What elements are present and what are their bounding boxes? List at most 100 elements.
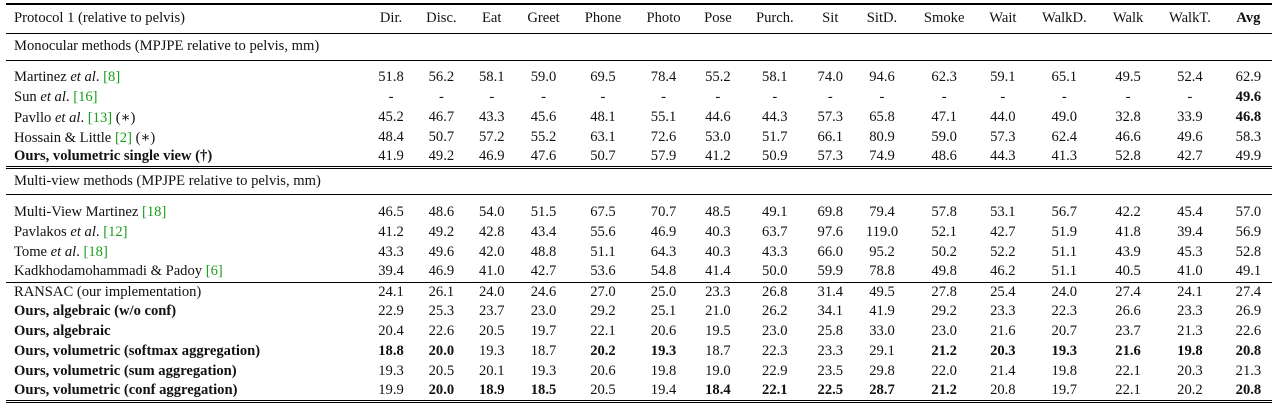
value-cell: 62.3 xyxy=(931,69,957,86)
value-cell: 95.2 xyxy=(869,243,895,260)
value-cell: 22.5 xyxy=(806,381,854,403)
value-cell: 42.7 xyxy=(530,263,557,280)
value-cell: 51.1 xyxy=(590,243,616,260)
method-name-part: (∗) xyxy=(131,129,156,146)
value-cell: 59.1 xyxy=(990,69,1016,86)
method-name-part: et al xyxy=(40,89,66,106)
value-cell: 55.2 xyxy=(705,69,731,86)
value-cell: 67.5 xyxy=(590,203,616,220)
value-cell: 39.4 xyxy=(1177,223,1203,240)
value-cell: 52.1 xyxy=(931,223,957,240)
value-cell: 24.0 xyxy=(468,281,516,302)
header-row: Protocol 1 (relative to pelvis) Dir. Disc.… xyxy=(6,3,1272,33)
value-cell: 53.1 xyxy=(990,203,1016,220)
value-cell: 69.5 xyxy=(590,69,616,86)
value-cell: 40.3 xyxy=(705,223,731,240)
value-cell: 25.4 xyxy=(978,281,1028,302)
value-cell: 23.7 xyxy=(1115,323,1141,340)
value-cell: 45.3 xyxy=(1177,243,1203,260)
value-cell: 41.2 xyxy=(705,148,731,165)
method-name-part: Martinez xyxy=(14,69,71,86)
value-cell: 42.7 xyxy=(990,223,1016,240)
value-cell: 47.6 xyxy=(530,148,557,165)
section-title: Multi-view methods (MPJPE relative to pe… xyxy=(6,165,1272,195)
value-cell: 19.9 xyxy=(367,381,415,403)
value-cell: 26.1 xyxy=(414,281,469,302)
value-cell: 46.5 xyxy=(378,203,404,220)
value-cell: 41.4 xyxy=(705,263,731,280)
value-cell: 22.1 xyxy=(1101,381,1155,403)
value-cell: - xyxy=(489,89,495,106)
value-cell: 47.1 xyxy=(931,109,957,126)
value-cell: 20.6 xyxy=(590,363,616,380)
value-cell: 57.8 xyxy=(931,203,957,220)
header-col-avg: Avg xyxy=(1224,3,1272,33)
value-cell: 50.7 xyxy=(590,148,616,165)
value-cell: 58.3 xyxy=(1235,129,1262,146)
value-cell: 94.6 xyxy=(869,69,895,86)
table-row: Ours, volumetric (softmax aggregation) 18… xyxy=(6,342,1272,362)
value-cell: 74.9 xyxy=(869,148,895,165)
value-cell: 18.7 xyxy=(705,343,731,360)
value-cell: 52.2 xyxy=(990,243,1016,260)
value-cell: 48.4 xyxy=(378,129,404,146)
value-cell: 20.3 xyxy=(990,343,1016,360)
value-cell: 57.3 xyxy=(817,148,844,165)
value-cell: 51.7 xyxy=(762,129,788,146)
value-cell: 48.6 xyxy=(428,203,455,220)
table-row: RANSAC (our implementation) 24.1 26.1 24.0 2… xyxy=(6,281,1272,302)
value-cell: 25.8 xyxy=(817,323,844,340)
results-table-body: Protocol 1 (relative to pelvis) Dir. Disc.… xyxy=(6,3,1272,403)
method-name-part: et al xyxy=(70,223,96,240)
value-cell: 20.8 xyxy=(978,381,1028,403)
value-cell: 65.1 xyxy=(1051,69,1078,86)
method-name-part: et al xyxy=(50,243,77,260)
value-cell: 50.7 xyxy=(428,129,455,146)
value-cell: 18.7 xyxy=(530,343,557,360)
value-cell: 51.8 xyxy=(378,69,404,86)
header-col-purch: Purch. xyxy=(742,3,807,33)
value-cell: 46.9 xyxy=(650,223,677,240)
citation: [12] xyxy=(103,223,128,240)
value-cell: 80.9 xyxy=(869,129,895,146)
value-cell: 58.1 xyxy=(478,69,505,86)
value-cell: 52.4 xyxy=(1177,69,1203,86)
header-col-greet: Greet xyxy=(515,3,572,33)
value-cell: 97.6 xyxy=(817,223,844,240)
value-cell: 18.9 xyxy=(468,381,516,403)
value-cell: 19.7 xyxy=(530,323,557,340)
value-cell: 24.1 xyxy=(367,281,415,302)
header-col-disc: Disc. xyxy=(414,3,469,33)
value-cell: 55.2 xyxy=(530,129,557,146)
header-col-sitd: SitD. xyxy=(853,3,911,33)
value-cell: 78.8 xyxy=(869,263,895,280)
section-title: Monocular methods (MPJPE relative to pel… xyxy=(6,32,1272,60)
header-col-walkd: WalkD. xyxy=(1027,3,1102,33)
section-title-row: Multi-view methods (MPJPE relative to pe… xyxy=(6,165,1272,195)
value-cell: 63.7 xyxy=(762,223,788,240)
value-cell: 45.2 xyxy=(378,109,404,126)
value-cell: 20.5 xyxy=(428,363,455,380)
value-cell: 34.1 xyxy=(817,303,844,320)
method-name-part: . xyxy=(65,89,74,106)
value-cell: 48.6 xyxy=(931,148,957,165)
value-cell: 49.8 xyxy=(931,263,957,280)
value-cell: 19.3 xyxy=(530,363,557,380)
results-table: Protocol 1 (relative to pelvis) Dir. Disc.… xyxy=(6,3,1272,403)
value-cell: 66.0 xyxy=(817,243,844,260)
table-row: Pavllo et al. [13] (∗) 45.2 46.7 43.3 45.6 48… xyxy=(6,108,1272,128)
value-cell: 41.8 xyxy=(1115,223,1141,240)
method-name: Sun et al. [16] xyxy=(6,88,368,108)
value-cell: 20.0 xyxy=(414,381,469,403)
value-cell: 33.9 xyxy=(1177,109,1203,126)
value-cell: 19.3 xyxy=(478,343,505,360)
header-col-walkt: WalkT. xyxy=(1154,3,1225,33)
method-name-part: . xyxy=(80,109,88,126)
value-cell: 44.0 xyxy=(990,109,1016,126)
value-cell: 46.7 xyxy=(428,109,455,126)
method-name: Ours, volumetric (conf aggregation) xyxy=(6,381,368,403)
value-cell: - xyxy=(827,89,833,106)
value-cell: 19.3 xyxy=(1051,343,1078,360)
value-cell: 69.8 xyxy=(817,203,844,220)
value-cell: 57.9 xyxy=(650,148,677,165)
